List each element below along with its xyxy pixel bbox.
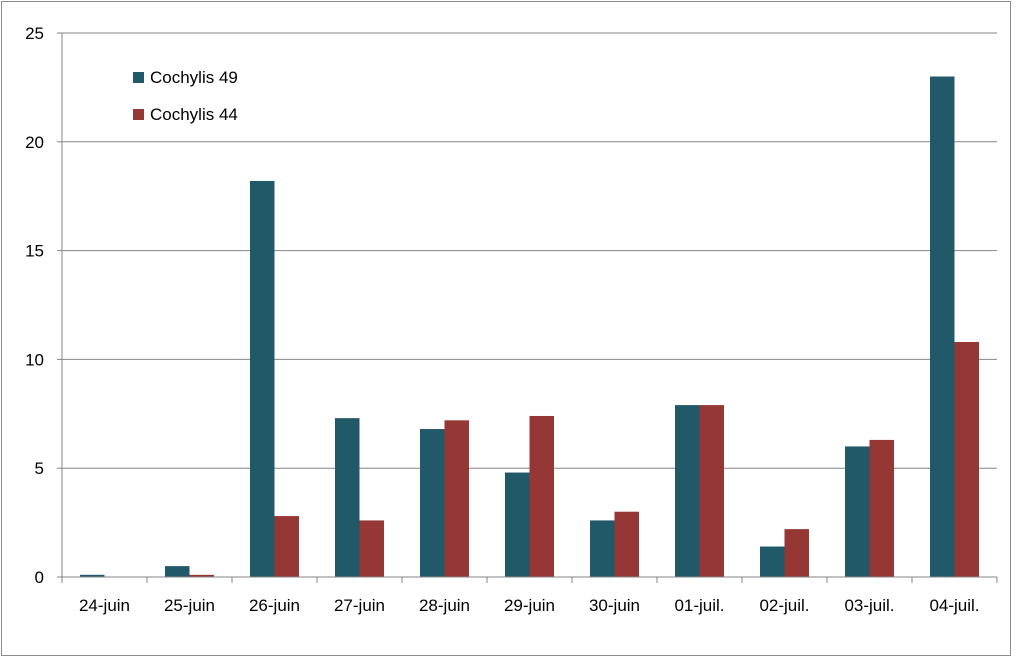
legend-label-cochylis-44: Cochylis 44 xyxy=(150,105,238,124)
legend-swatch-cochylis-44 xyxy=(133,109,144,120)
bar-cochylis-44-04-juil. xyxy=(954,341,979,577)
axes xyxy=(61,33,997,578)
y-tick-labels: 0 5 10 15 20 25 xyxy=(25,24,44,587)
y-tick-label: 10 xyxy=(25,350,44,369)
bar-cochylis-44-01-juil. xyxy=(699,405,724,577)
bar-cochylis-44-28-juin xyxy=(444,420,469,577)
legend-label-cochylis-49: Cochylis 49 xyxy=(150,68,238,87)
x-tick-label: 30-juin xyxy=(589,596,640,615)
bars xyxy=(80,76,979,578)
y-tick-label: 5 xyxy=(35,459,44,478)
x-tick-label: 29-juin xyxy=(504,596,555,615)
bar-cochylis-49-25-juin xyxy=(165,566,190,577)
bar-cochylis-44-27-juin xyxy=(359,520,384,577)
bar-cochylis-44-03-juil. xyxy=(869,439,894,577)
gridlines xyxy=(57,32,998,583)
bar-cochylis-49-30-juin xyxy=(590,520,615,577)
bar-cochylis-49-24-juin xyxy=(80,574,105,577)
x-tick-label: 25-juin xyxy=(164,596,215,615)
bar-cochylis-44-29-juin xyxy=(529,415,554,577)
x-tick-label: 27-juin xyxy=(334,596,385,615)
y-tick-label: 15 xyxy=(25,242,44,261)
bar-cochylis-49-03-juil. xyxy=(845,446,870,577)
bar-cochylis-49-28-juin xyxy=(420,429,445,577)
bar-cochylis-49-04-juil. xyxy=(930,76,955,578)
bar-cochylis-44-30-juin xyxy=(614,511,639,577)
bar-cochylis-49-26-juin xyxy=(250,180,275,577)
x-tick-labels: 24-juin 25-juin 26-juin 27-juin 28-juin 29-ju… xyxy=(79,596,980,615)
x-tick-label: 26-juin xyxy=(249,596,300,615)
x-tick-label: 01-juil. xyxy=(674,596,724,615)
bar-cochylis-44-26-juin xyxy=(274,516,299,577)
x-tick-label: 03-juil. xyxy=(844,596,894,615)
x-tick-label: 04-juil. xyxy=(929,596,979,615)
legend: Cochylis 49 Cochylis 44 xyxy=(133,68,238,124)
y-tick-label: 0 xyxy=(35,568,44,587)
y-tick-label: 20 xyxy=(25,133,44,152)
bar-cochylis-49-02-juil. xyxy=(760,546,785,577)
x-tick-label: 24-juin xyxy=(79,596,130,615)
bar-cochylis-44-02-juil. xyxy=(784,529,809,577)
x-tick-label: 28-juin xyxy=(419,596,470,615)
y-tick-label: 25 xyxy=(25,24,44,43)
legend-swatch-cochylis-49 xyxy=(133,72,144,83)
bar-cochylis-49-01-juil. xyxy=(675,405,700,577)
x-tick-label: 02-juil. xyxy=(759,596,809,615)
bar-cochylis-49-29-juin xyxy=(505,472,530,577)
bar-cochylis-44-25-juin xyxy=(189,574,214,577)
bar-cochylis-49-27-juin xyxy=(335,418,360,577)
